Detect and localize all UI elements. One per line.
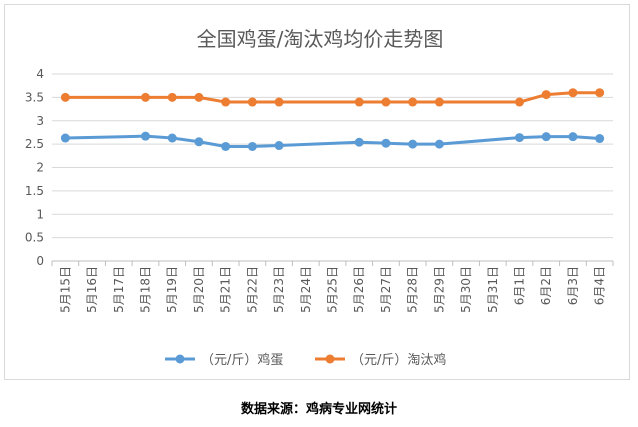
data-point bbox=[595, 88, 605, 98]
legend-item-1: （元/斤）鸡蛋 bbox=[165, 352, 283, 368]
x-tick-label: 5月27日 bbox=[379, 266, 393, 313]
series-layer bbox=[60, 88, 605, 151]
data-point bbox=[434, 97, 444, 107]
data-point bbox=[381, 97, 391, 107]
x-axis-ticks: 5月15日 5月16日 5月17日 5月18日 5月19日 5月20日 5月21日 5月22日… bbox=[51, 261, 614, 313]
data-point bbox=[194, 137, 204, 147]
y-tick-label: 4 bbox=[36, 67, 44, 81]
y-tick-label: 2 bbox=[36, 161, 44, 175]
data-point bbox=[541, 132, 551, 142]
data-point bbox=[221, 141, 231, 151]
x-tick-label: 5月16日 bbox=[85, 266, 99, 313]
legend-swatch-marker bbox=[325, 354, 335, 364]
x-tick-label: 5月31日 bbox=[486, 266, 500, 313]
data-point bbox=[568, 88, 578, 98]
data-point bbox=[381, 138, 391, 148]
y-tick-label: 3.5 bbox=[25, 90, 44, 104]
x-tick-label: 5月18日 bbox=[139, 266, 153, 313]
data-point bbox=[247, 141, 257, 151]
x-tick-label: 5月19日 bbox=[165, 266, 179, 313]
x-tick-label: 5月30日 bbox=[459, 266, 473, 313]
data-point bbox=[60, 133, 70, 143]
series-2 bbox=[60, 88, 605, 107]
y-tick-label: 2.5 bbox=[25, 137, 44, 151]
chart-title: 全国鸡蛋/淘汰鸡均价走势图 bbox=[197, 27, 444, 51]
data-point bbox=[141, 92, 150, 102]
data-point bbox=[274, 141, 284, 151]
x-tick-label: 6月4日 bbox=[593, 266, 607, 305]
x-tick-label: 5月29日 bbox=[432, 266, 446, 313]
x-tick-label: 5月15日 bbox=[58, 266, 72, 313]
data-point bbox=[434, 139, 444, 149]
data-point bbox=[354, 137, 364, 147]
data-point bbox=[274, 97, 284, 107]
series-1 bbox=[60, 131, 605, 151]
data-point bbox=[408, 97, 418, 107]
x-tick-label: 6月3日 bbox=[566, 266, 580, 305]
x-tick-label: 5月28日 bbox=[406, 266, 420, 313]
data-point bbox=[141, 131, 150, 141]
data-point bbox=[515, 97, 524, 107]
legend-label: （元/斤）淘汰鸡 bbox=[351, 352, 446, 368]
y-tick-label: 0 bbox=[36, 254, 44, 268]
data-point bbox=[354, 97, 364, 107]
x-tick-label: 5月17日 bbox=[112, 266, 126, 313]
legend-label: （元/斤）鸡蛋 bbox=[201, 352, 283, 368]
x-tick-label: 6月1日 bbox=[513, 266, 527, 305]
data-point bbox=[515, 133, 524, 143]
y-tick-label: 1 bbox=[36, 207, 44, 221]
x-tick-label: 5月23日 bbox=[272, 266, 286, 313]
y-tick-label: 3 bbox=[36, 114, 44, 128]
data-point bbox=[247, 97, 257, 107]
data-point bbox=[595, 134, 605, 144]
y-tick-label: 0.5 bbox=[25, 231, 44, 245]
legend-swatch-marker bbox=[175, 354, 185, 364]
x-tick-label: 6月2日 bbox=[539, 266, 553, 305]
data-point bbox=[541, 90, 551, 100]
data-point bbox=[167, 92, 177, 102]
x-tick-label: 5月20日 bbox=[192, 266, 206, 313]
x-tick-label: 5月21日 bbox=[219, 266, 233, 313]
x-tick-label: 5月25日 bbox=[326, 266, 340, 313]
source-note: 数据来源：鸡病专业网统计 bbox=[240, 402, 397, 417]
x-tick-label: 5月24日 bbox=[299, 266, 313, 313]
x-tick-label: 5月22日 bbox=[245, 266, 259, 313]
data-point bbox=[221, 97, 231, 107]
y-axis-ticks: 0 0.5 1 1.5 2 2.5 3 3.5 4 bbox=[25, 67, 44, 268]
data-point bbox=[408, 139, 418, 149]
data-point bbox=[167, 133, 177, 143]
data-point bbox=[194, 92, 204, 102]
x-tick-label: 5月26日 bbox=[352, 266, 366, 313]
legend-item-2: （元/斤）淘汰鸡 bbox=[315, 352, 446, 368]
data-point bbox=[60, 92, 70, 102]
y-tick-label: 1.5 bbox=[25, 184, 44, 198]
data-point bbox=[568, 132, 578, 142]
legend: （元/斤）鸡蛋 （元/斤）淘汰鸡 bbox=[165, 352, 446, 368]
chart-svg: 全国鸡蛋/淘汰鸡均价走势图 00.511.522.533.54 5月15日 5月1… bbox=[25, 27, 614, 368]
chart-frame: 全国鸡蛋/淘汰鸡均价走势图 0 0.5 1 1.5 2 2.5 3 3.5 4 5月15日 5月1… bbox=[4, 4, 630, 380]
